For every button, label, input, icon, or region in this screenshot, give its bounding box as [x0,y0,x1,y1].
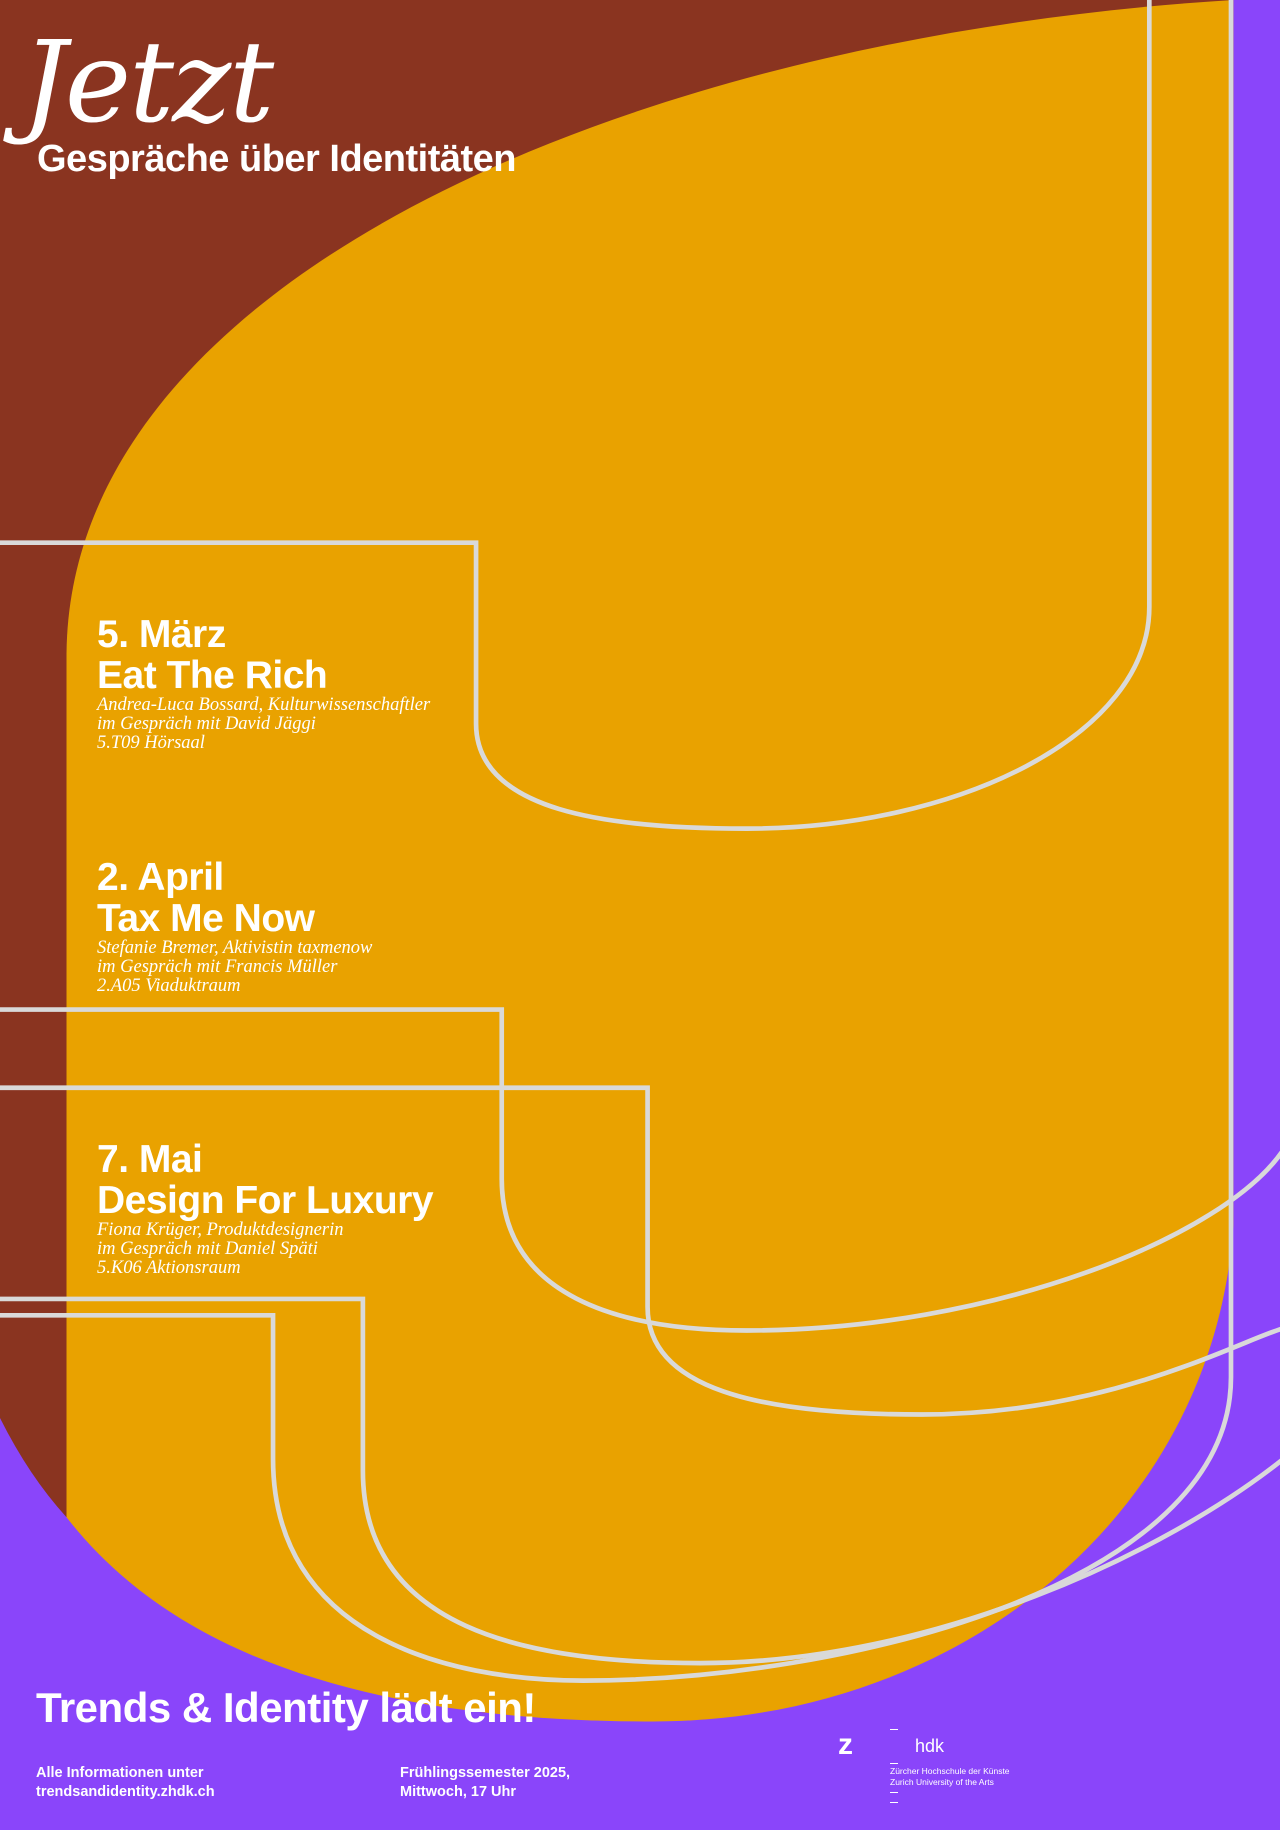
outline-line-2 [0,1007,1280,1333]
logo-dash [890,1763,898,1764]
info-label: Alle Informationen unter [36,1765,204,1781]
event-speaker: Stefanie Bremer, Aktivistin taxmenow [97,938,373,958]
university-name-de: Zürcher Hochschule der Künste [890,1766,1010,1776]
invite-headline: Trends & Identity lädt ein! [36,1684,536,1731]
info-block: Alle Informationen unter trendsandidenti… [36,1764,215,1802]
event-speaker: Fiona Krüger, Produktdesignerin [97,1220,344,1240]
event-moderator: im Gespräch mit Daniel Späti [97,1239,318,1259]
event-room: 5.T09 Hörsaal [97,733,205,753]
event-room: 5.K06 Aktionsraum [97,1258,241,1278]
event-3: 7. Mai Design For Luxury Fiona Krüger, P… [97,1138,434,1278]
university-name-en: Zurich University of the Arts [890,1777,994,1787]
poster-title: Jetzt [22,18,274,148]
event-date: 7. Mai [97,1138,203,1181]
event-1: 5. März Eat The Rich Andrea-Luca Bossard… [97,614,430,753]
event-2: 2. April Tax Me Now Stefanie Bremer, Akt… [97,857,372,996]
event-moderator: im Gespräch mit David Jäggi [97,714,316,734]
zhdk-logo-name: hdk [915,1736,945,1756]
poster-subtitle: Gespräche über Identitäten [37,138,517,180]
event-title: Eat The Rich [97,654,328,697]
zhdk-logo-mark: z [838,1728,853,1761]
university-name: Zürcher Hochschule der Künste Zurich Uni… [890,1766,1010,1788]
event-room: 2.A05 Viaduktraum [97,976,241,996]
outline-line-5 [0,0,1234,1683]
event-date: 2. April [97,856,224,899]
logo-dash [890,1802,898,1803]
logo-dash [890,1729,898,1730]
event-moderator: im Gespräch mit Francis Müller [97,957,338,977]
logo-dash [890,1792,898,1793]
website-link[interactable]: trendsandidentity.zhdk.ch [36,1784,215,1800]
event-title: Tax Me Now [97,897,315,940]
schedule-block: Frühlingssemester 2025, Mittwoch, 17 Uhr [400,1764,570,1802]
time-text: Mittwoch, 17 Uhr [400,1784,517,1800]
outline-line-4 [0,1296,1280,1666]
outline-line-1 [0,0,1152,831]
event-title: Design For Luxury [97,1179,434,1222]
event-date: 5. März [97,613,226,656]
outline-line-3 [0,1085,1280,1417]
orange-shape [66,0,1234,1722]
semester-text: Frühlingssemester 2025, [400,1765,571,1781]
event-speaker: Andrea-Luca Bossard, Kulturwissenschaftl… [97,695,431,715]
